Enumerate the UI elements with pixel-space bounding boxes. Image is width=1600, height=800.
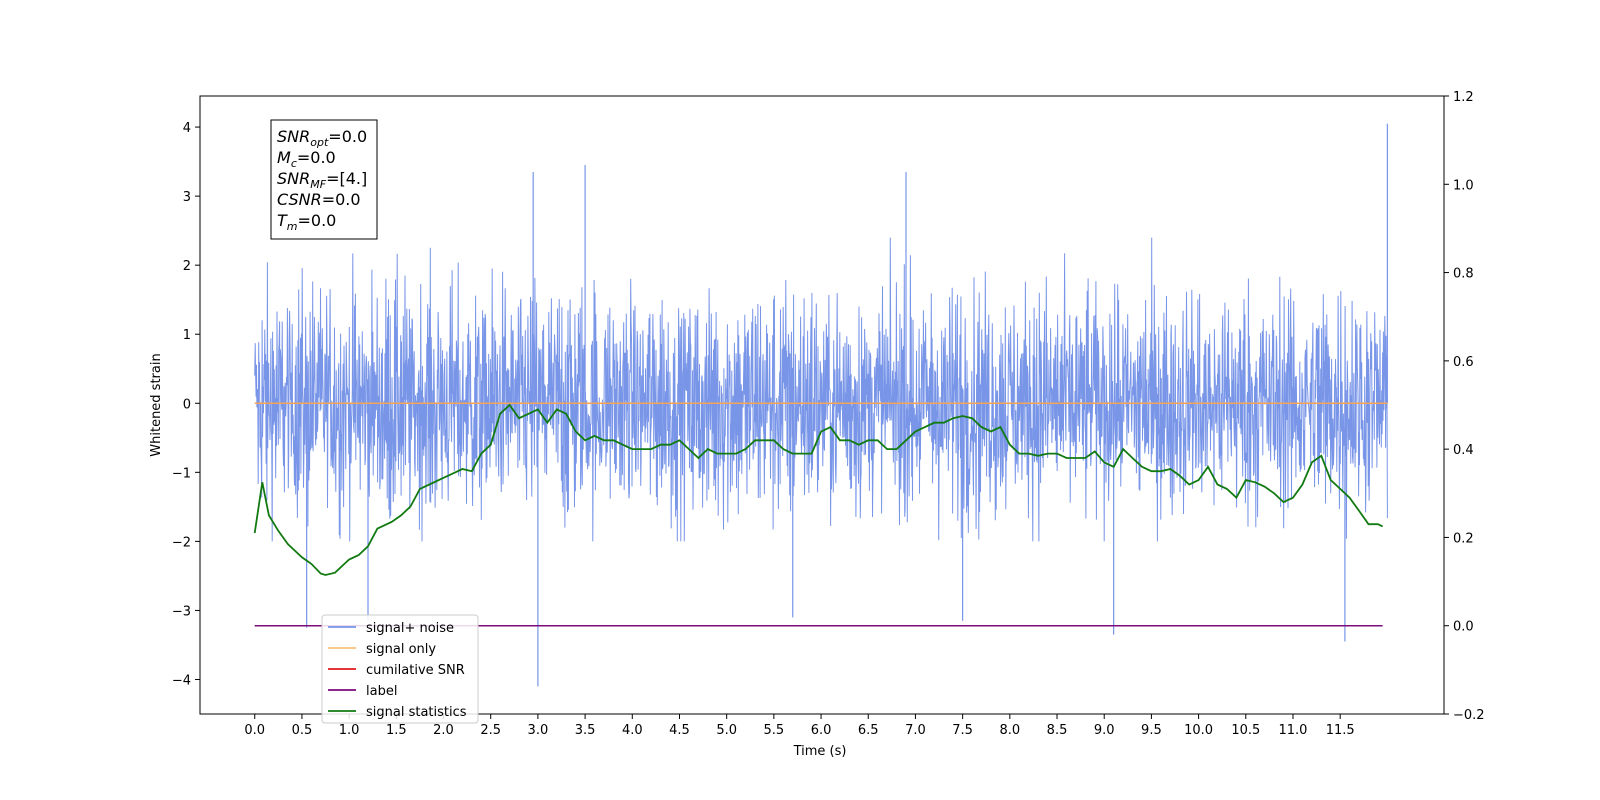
legend-frame [321,614,479,724]
y-tick-label-left: −4 [172,673,191,688]
x-tick-label: 3.0 [528,723,549,738]
info-value: =0.0 [328,127,367,146]
x-axis-label: Time (s) [793,744,847,759]
info-symbol: SNR [277,169,310,188]
y-tick-label-right: 0.0 [1453,620,1474,635]
y-tick-label-right: 0.6 [1453,355,1474,370]
y-tick-label-left: 1 [183,328,191,343]
y-tick-label-right: 1.2 [1453,90,1474,105]
x-tick-label: 8.0 [999,723,1020,738]
y-tick-label-right: 0.4 [1453,443,1474,458]
y-tick-label-left: 2 [183,259,191,274]
x-tick-label: 0.5 [292,723,313,738]
x-tick-label: 3.5 [575,723,596,738]
y-tick-label-left: 0 [183,397,191,412]
info-symbol: T [277,211,288,230]
info-symbol: CSNR [277,190,322,209]
x-tick-label: 7.0 [905,723,926,738]
y-tick-label-left: −1 [172,466,191,481]
y-axis-label: Whitened strain [149,353,164,456]
x-tick-label: 5.0 [716,723,737,738]
info-value: =0.0 [298,211,337,230]
x-tick-label: 7.5 [952,723,973,738]
y-tick-label-left: −3 [172,604,191,619]
x-tick-label: 6.0 [811,723,832,738]
plot-frame [199,95,1445,715]
legend-label: cumilative SNR [366,663,465,678]
info-value: =0.0 [297,148,336,167]
info-symbol: SNR [277,127,310,146]
legend-label: signal+ noise [366,621,454,636]
info-subscript: c [291,157,297,170]
x-tick-label: 1.0 [339,723,360,738]
x-tick-label: 10.5 [1231,723,1260,738]
info-subscript: m [287,220,298,233]
y-axis-right: −0.2 0.0 0.2 0.4 0.6 0.8 1.0 1.2 [1444,90,1485,723]
y-tick-label-left: −2 [172,535,191,550]
x-tick-label: 10.0 [1184,723,1213,738]
info-line: CSNR=0.0 [277,190,361,209]
info-subscript: MF [310,178,326,191]
info-box-frame [270,119,378,240]
info-line: Mc=0.0 [277,148,336,170]
signal-noise-series [254,123,1388,687]
info-symbol: M [277,148,291,167]
info-line: SNRopt=0.0 [277,127,367,149]
x-tick-label: 9.5 [1141,723,1162,738]
legend-label: label [366,684,397,699]
x-tick-label: 2.0 [433,723,454,738]
info-subscript: opt [310,136,329,149]
y-tick-label-left: 3 [183,190,191,205]
signal-statistics-line [253,403,1383,576]
signal-noise-line [254,237,1388,542]
x-tick-label: 5.5 [764,723,785,738]
y-tick-label-right: 1.0 [1453,178,1474,193]
info-value: =0.0 [322,190,361,209]
y-tick-label-right: 0.8 [1453,267,1474,282]
legend: signal+ noise signal only cumilative SNR la… [321,614,479,724]
legend-label: signal statistics [366,705,467,720]
info-line: SNRMF=[4.] [277,169,367,191]
x-tick-label: 8.5 [1047,723,1068,738]
x-tick-label: 9.0 [1094,723,1115,738]
x-axis: 0.0 0.5 1.0 1.5 2.0 2.5 3.0 3.5 4.0 4.5 5.0 5.5 6.0 6… [244,714,1355,738]
x-tick-label: 6.5 [858,723,879,738]
x-tick-label: 4.5 [669,723,690,738]
y-tick-label-right: −0.2 [1453,708,1485,723]
x-tick-label: 4.0 [622,723,643,738]
info-line: Tm=0.0 [277,211,336,233]
x-tick-label: 1.5 [386,723,407,738]
y-tick-label-right: 0.2 [1453,531,1474,546]
y-tick-label-left: 4 [183,121,191,136]
legend-label: signal only [366,642,436,657]
info-value: =[4.] [326,169,367,188]
y-axis-left: −4 −3 −2 −1 0 1 2 3 4 [172,121,200,688]
x-tick-label: 11.0 [1279,723,1308,738]
x-tick-label: 11.5 [1326,723,1355,738]
x-tick-label: 2.5 [480,723,501,738]
x-tick-label: 0.0 [244,723,265,738]
